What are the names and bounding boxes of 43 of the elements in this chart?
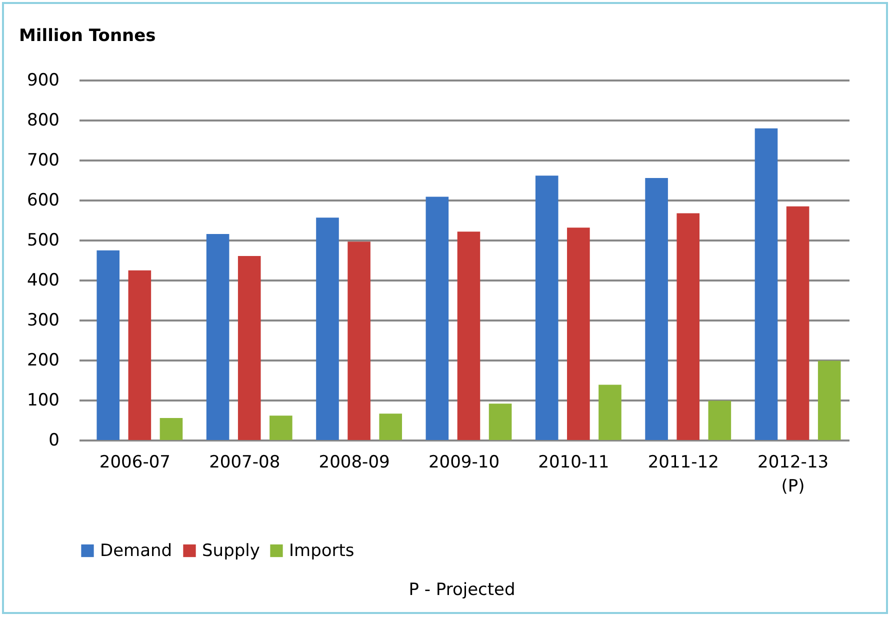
bar xyxy=(426,196,449,440)
x-tick-label: 2011-12 xyxy=(648,452,719,472)
bar xyxy=(488,404,512,440)
bar xyxy=(348,242,370,440)
bar xyxy=(316,218,339,440)
bar xyxy=(567,228,590,440)
y-tick-label: 300 xyxy=(27,310,60,330)
bar xyxy=(645,178,668,440)
bar xyxy=(128,270,152,440)
bar xyxy=(457,232,480,440)
x-tick-label: 2010-11 xyxy=(538,452,610,472)
x-tick-label: 2012-13 (P) xyxy=(758,452,829,496)
legend-label: Supply xyxy=(202,540,260,561)
bar xyxy=(160,418,183,440)
bar xyxy=(598,384,622,440)
x-tick-label: 2008-09 xyxy=(318,452,390,472)
bar xyxy=(818,360,841,440)
y-tick-label: 700 xyxy=(27,150,60,170)
y-tick-label: 100 xyxy=(27,390,60,410)
bar xyxy=(708,400,732,440)
bar xyxy=(676,213,700,440)
y-tick-label: 500 xyxy=(27,230,60,250)
y-tick-label: 0 xyxy=(48,430,60,450)
bar xyxy=(535,176,558,440)
x-tick-label: 2006-07 xyxy=(99,452,170,472)
legend-label: Demand xyxy=(100,540,172,561)
legend-label: Imports xyxy=(289,540,354,561)
x-tick-label: 2009-10 xyxy=(428,452,500,472)
bar xyxy=(379,414,402,440)
y-tick-label: 200 xyxy=(27,350,60,370)
y-tick-label: 400 xyxy=(27,270,60,290)
bar xyxy=(206,234,230,440)
chart-title: Million Tonnes xyxy=(19,26,156,46)
bar xyxy=(270,416,292,440)
x-tick-label: 2007-08 xyxy=(209,452,280,472)
y-tick-label: 800 xyxy=(27,110,60,130)
y-tick-label: 600 xyxy=(27,190,60,210)
bar xyxy=(754,128,778,440)
bar xyxy=(96,250,120,440)
bar xyxy=(238,256,261,440)
y-tick-label: 900 xyxy=(27,70,60,90)
text: P - Projected xyxy=(408,580,516,600)
bar xyxy=(786,206,810,440)
